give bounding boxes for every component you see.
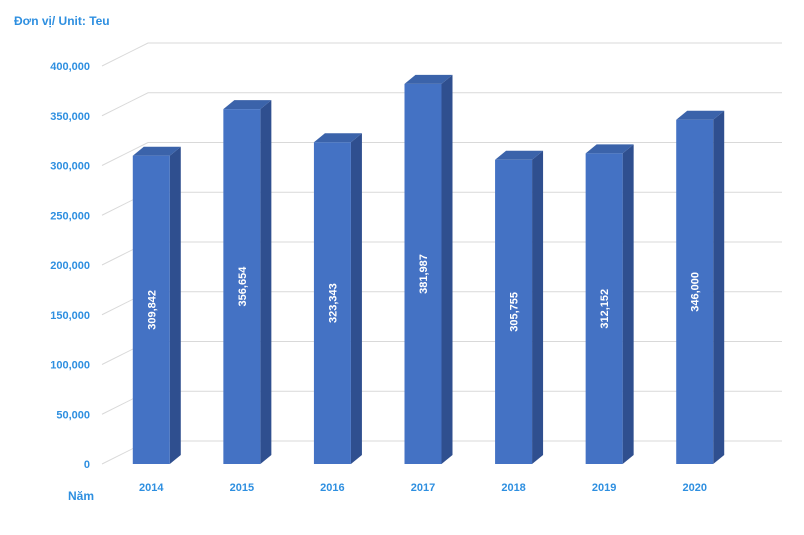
bar-front <box>495 159 533 464</box>
bar-top <box>132 146 181 156</box>
y-tick-label: 350,000 <box>50 111 90 123</box>
bar: 309,842 <box>132 146 181 464</box>
x-tick-label: 2015 <box>230 482 254 494</box>
y-axis-ticks: 0 50,000 100,000 150,000 200,000 250,000 300,0… <box>50 61 90 471</box>
bar-top <box>676 110 725 120</box>
bar-top <box>313 133 362 143</box>
bar-side <box>350 133 362 464</box>
y-tick-label: 300,000 <box>50 161 90 173</box>
gridline <box>101 42 782 67</box>
bars: 309,842 356,654 323,343 381,987 305,755 312,1… <box>132 74 725 464</box>
bar: 346,000 <box>676 110 725 464</box>
unit-label: Đơn vị/ Unit: Teu <box>14 14 110 28</box>
x-axis-ticks: 2014 2015 2016 2017 2018 2019 2020 <box>139 482 707 494</box>
bar-side <box>260 100 272 464</box>
y-tick-label: 200,000 <box>50 260 90 272</box>
bar-side <box>441 74 453 464</box>
data-label: 356,654 <box>237 266 249 307</box>
bar-front <box>223 109 261 464</box>
x-tick-label: 2016 <box>320 482 344 494</box>
data-label: 309,842 <box>146 290 158 330</box>
bar-side <box>532 150 544 464</box>
x-axis-title: Năm <box>68 489 95 503</box>
bar-top <box>495 150 544 160</box>
x-tick-label: 2017 <box>411 482 435 494</box>
data-label: 346,000 <box>690 272 702 312</box>
bar: 356,654 <box>223 100 272 464</box>
x-tick-label: 2014 <box>139 482 164 494</box>
y-tick-label: 0 <box>84 459 90 471</box>
bar: 305,755 <box>495 150 544 464</box>
bar-front <box>676 119 714 464</box>
bar-front <box>585 153 623 464</box>
bar: 312,152 <box>585 144 634 464</box>
bar-side <box>622 144 634 464</box>
x-tick-label: 2020 <box>682 482 706 494</box>
gridline <box>101 92 782 117</box>
bar-front <box>313 142 351 464</box>
data-label: 323,343 <box>327 283 339 323</box>
x-tick-label: 2018 <box>501 482 525 494</box>
bar-side <box>169 146 181 464</box>
gridline <box>101 142 782 166</box>
bar: 323,343 <box>313 133 362 464</box>
bar-top <box>404 74 453 84</box>
data-label: 312,152 <box>599 289 611 329</box>
bar-front <box>132 155 170 464</box>
data-label: 381,987 <box>418 254 430 294</box>
y-tick-label: 250,000 <box>50 210 90 222</box>
bar-top <box>585 144 634 154</box>
x-tick-label: 2019 <box>592 482 616 494</box>
y-tick-label: 150,000 <box>50 310 90 322</box>
bar-front <box>404 83 442 464</box>
y-tick-label: 50,000 <box>56 409 90 421</box>
bar-top <box>223 100 272 110</box>
data-label: 305,755 <box>509 292 521 332</box>
bar: 381,987 <box>404 74 453 464</box>
y-tick-label: 100,000 <box>50 360 90 372</box>
y-tick-label: 400,000 <box>50 61 90 73</box>
bar-side <box>713 110 725 464</box>
